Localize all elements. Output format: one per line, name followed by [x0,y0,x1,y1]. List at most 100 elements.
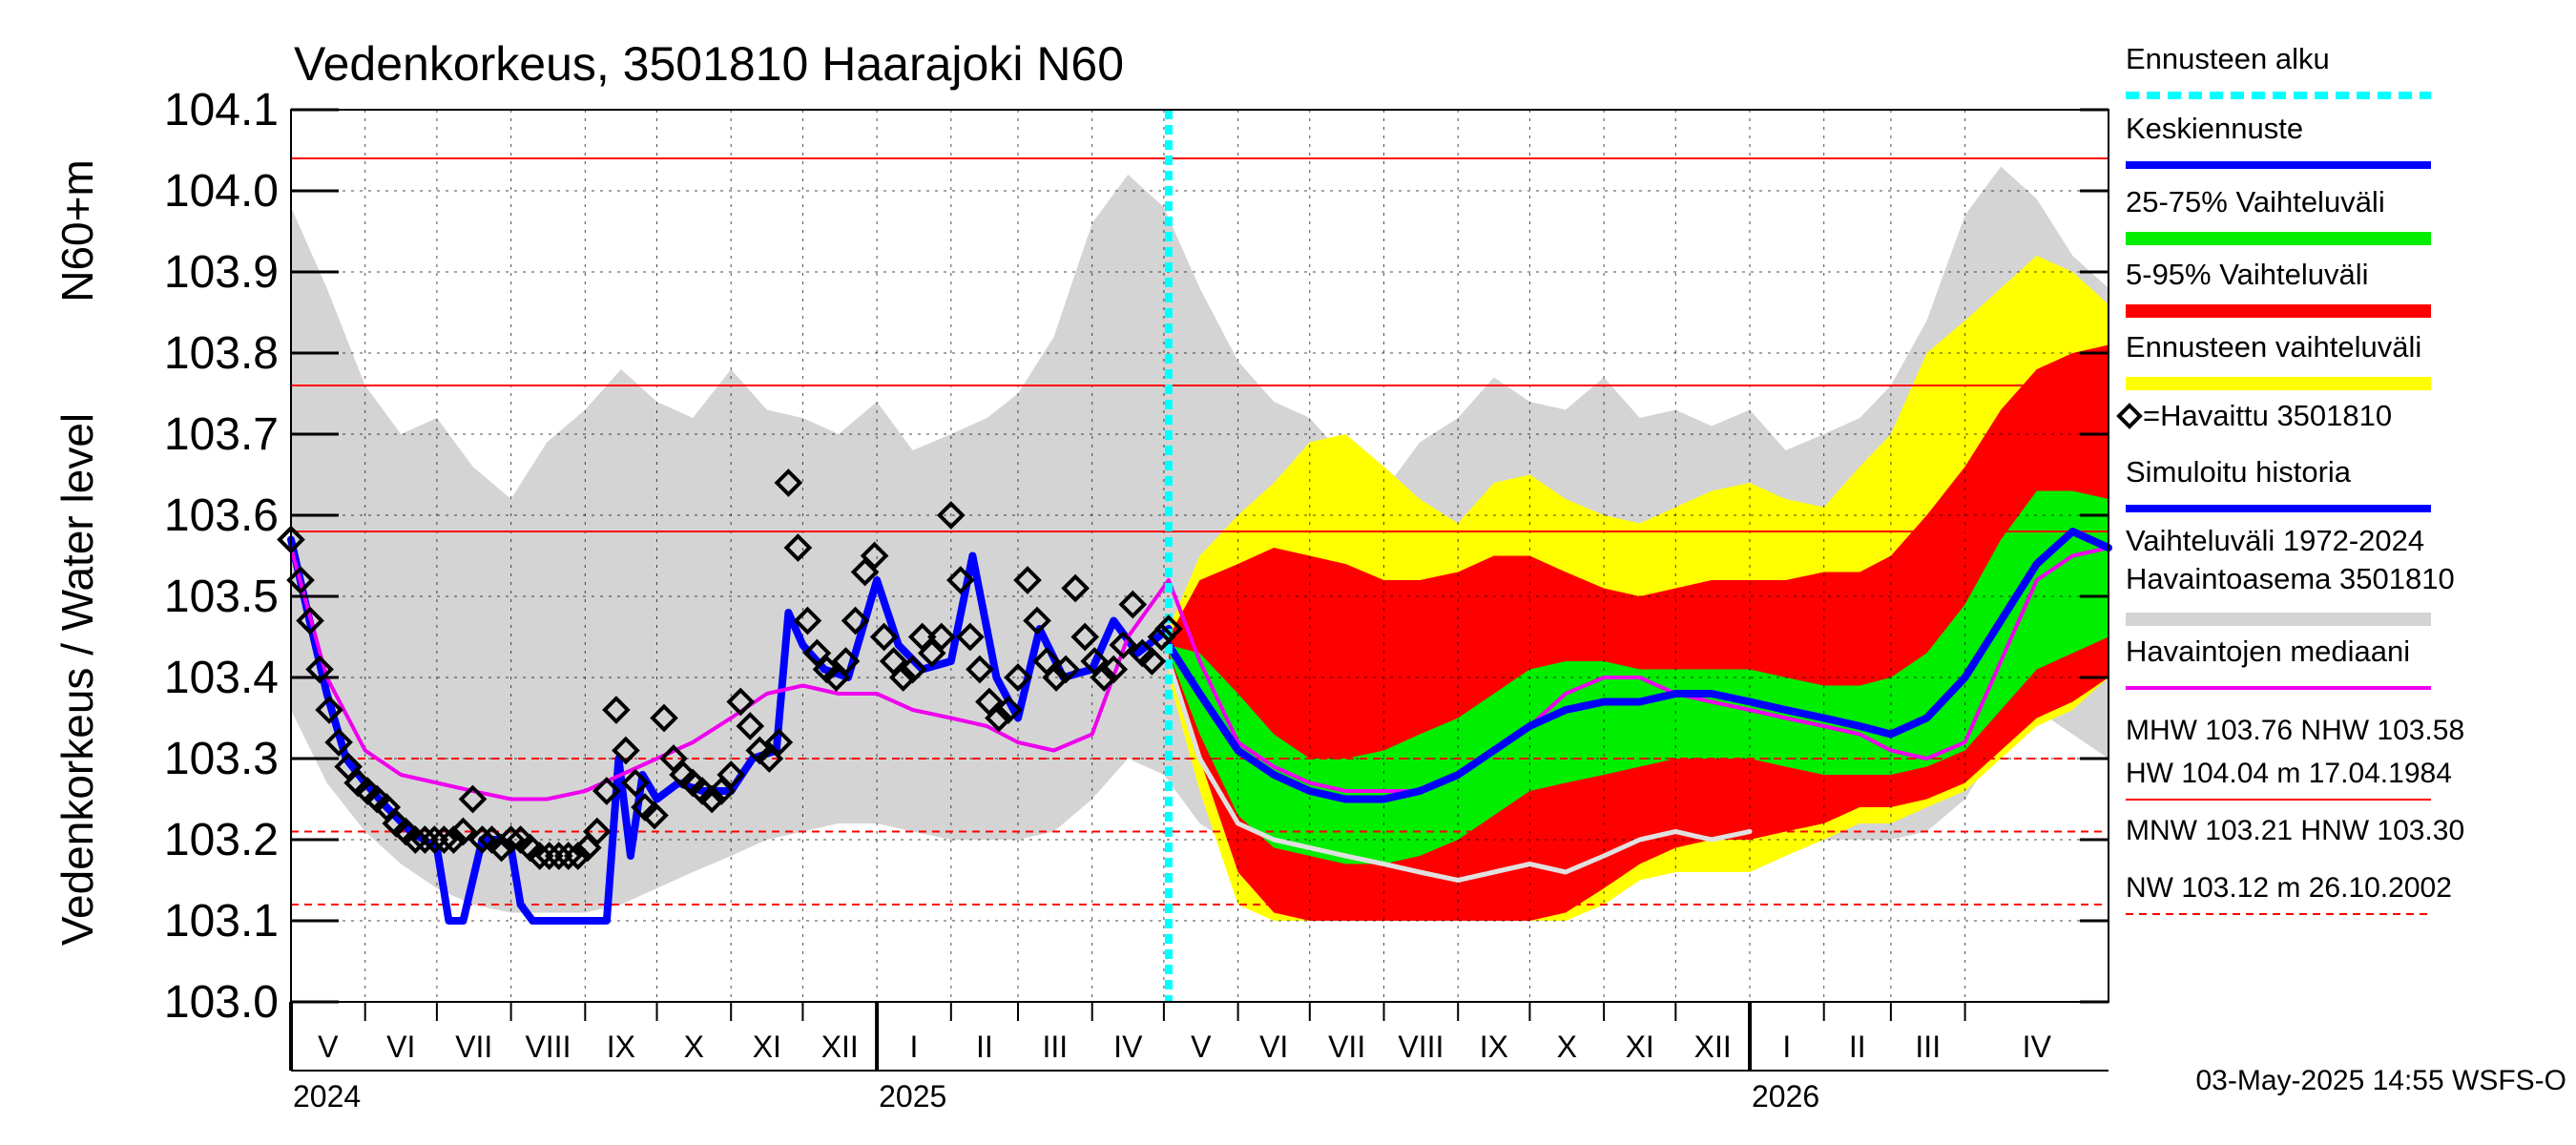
observed-marker [553,842,583,870]
observed-marker [1147,622,1176,652]
observed-marker [936,501,966,530]
observed-marker [1090,663,1119,692]
observed-marker [286,566,315,594]
observed-marker [621,768,650,798]
observed-marker [888,663,918,692]
month-label: I [1782,1030,1791,1064]
observed-marker [487,833,516,863]
observed-marker [994,696,1023,724]
year-label: 2026 [1752,1079,1819,1114]
observed-marker [1099,655,1129,684]
month-label: II [1849,1030,1866,1064]
y-tick-label: 103.2 [164,815,279,865]
legend-label: 25-75% Vaihteluväli [2126,185,2385,219]
observed-marker [583,817,612,846]
observed-marker [736,712,765,740]
month-label: IX [1480,1030,1508,1064]
observed-marker [372,793,402,822]
series-simulated-light [1166,658,1753,883]
chart-title: Vedenkorkeus, 3501810 Haarajoki N60 [294,37,1124,91]
observed-marker [659,744,688,773]
observed-marker [1013,566,1042,594]
month-label: XI [753,1030,781,1064]
observed-marker [821,663,851,692]
month-label: IV [1113,1030,1143,1064]
stat-line3: MNW 103.21 HNW 103.30 [2126,815,2464,846]
observed-markers [277,468,1183,870]
observed-marker [334,752,363,781]
month-label: VIII [525,1030,571,1064]
y-tick-label: 103.5 [164,572,279,622]
month-label: XII [1694,1030,1732,1064]
series-lines [287,110,2112,1002]
legend-label: Simuloitu historia [2126,455,2352,489]
year-label: 2025 [879,1079,946,1114]
observed-marker [697,784,726,814]
y-axis-label: Vedenkorkeus / Water level [52,413,102,946]
month-label: XII [821,1030,859,1064]
observed-marker [717,760,746,789]
observed-marker [956,622,985,652]
observed-marker [467,825,497,854]
y-tick-label: 103.1 [164,896,279,947]
y-tick-label: 103.6 [164,490,279,541]
observed-marker [448,817,478,846]
observed-marker [612,736,640,765]
observed-marker [946,566,975,594]
observed-marker [401,825,430,854]
plot-frame [290,109,2109,1003]
y-tick-label: 103.3 [164,734,279,784]
month-label: V [1191,1030,1212,1064]
month-label: VIII [1398,1030,1444,1064]
observed-marker [439,825,468,854]
series-simulated-history [287,535,1173,925]
observed-marker [1154,614,1183,643]
observed-marker [429,825,459,854]
month-label: IX [607,1030,635,1064]
timestamp-footer: 03-May-2025 14:55 WSFS-O [2196,1065,2567,1096]
month-label: X [684,1030,704,1064]
month-label: V [318,1030,339,1064]
observed-marker [879,647,908,676]
observed-marker [898,655,927,684]
observed-marker [1032,647,1061,676]
month-label: VI [1259,1030,1288,1064]
statistics-block: MHW 103.76 NHW 103.58 HW 104.04 m 17.04.1… [2126,715,2464,915]
observed-marker [966,655,994,684]
observed-marker [860,541,889,571]
observed-marker [1042,663,1070,692]
observed-marker [1137,647,1167,676]
observed-marker [324,728,353,757]
observed-marker [305,655,334,684]
month-label: X [1557,1030,1577,1064]
y-tick-label: 104.1 [164,85,279,135]
y-tick-label: 104.0 [164,166,279,217]
observed-marker [926,622,956,652]
legend-label: Keskiennuste [2126,112,2303,145]
month-label: XI [1626,1030,1654,1064]
observed-marker [907,622,937,652]
legend: Ennusteen alku Keskiennuste 25-75% Vaihtel… [2116,42,2455,690]
y-tick-label: 103.9 [164,247,279,298]
observed-marker [572,833,602,863]
month-label: III [1043,1030,1069,1064]
observed-marker [592,777,621,805]
y-tick-label: 103.0 [164,977,279,1028]
stat-line4: NW 103.12 m 26.10.2002 [2126,872,2452,904]
month-label: IV [2023,1030,2052,1064]
observed-marker [1080,647,1110,676]
observed-marker [783,533,813,562]
year-label: 2024 [293,1079,361,1114]
month-label: VI [386,1030,415,1064]
observed-marker [1023,606,1051,635]
observed-marker [1118,590,1148,619]
observed-marker [726,687,756,717]
observed-marker [1004,663,1032,692]
observed-marker [755,744,784,773]
observed-marker [1061,573,1090,603]
observed-marker [602,696,631,724]
observed-marker [985,703,1013,733]
observed-marker [869,622,899,652]
observed-marker [707,777,737,805]
month-label: VII [455,1030,492,1064]
